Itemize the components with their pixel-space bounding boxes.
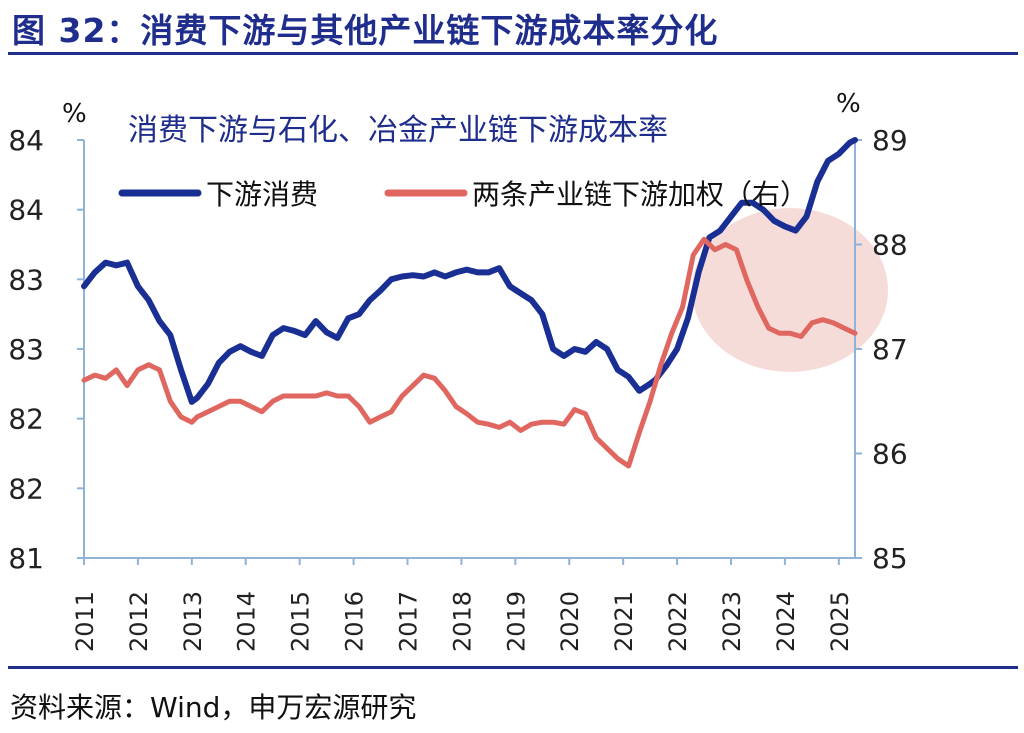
x-tick-label: 2023	[718, 591, 746, 652]
y-right-tick-label: 85	[872, 542, 908, 575]
x-tick-label: 2015	[287, 591, 315, 652]
y-left-tick-label: 84	[8, 124, 44, 157]
x-tick-label: 2016	[341, 591, 369, 652]
y-right-tick-label: 89	[872, 124, 908, 157]
y-right-tick-label: 86	[872, 438, 908, 471]
y-left-tick-label: 82	[8, 403, 44, 436]
highlight-ellipse	[692, 208, 888, 372]
legend-label-right: 两条产业链下游加权（右）	[472, 178, 808, 211]
title-rule	[8, 52, 1018, 55]
figure-title: 图 32：消费下游与其他产业链下游成本率分化	[12, 11, 719, 50]
x-tick-label: 2022	[664, 591, 692, 652]
series-layer	[81, 137, 858, 469]
x-tick-label: 2011	[71, 591, 99, 652]
left-unit-label: %	[62, 99, 87, 129]
y-right-tick-label: 87	[872, 333, 908, 366]
series-line-consumer	[81, 137, 858, 405]
y-right-tick-label: 88	[872, 229, 908, 262]
y-left-tick-label: 82	[8, 472, 44, 505]
x-tick-label: 2020	[556, 591, 584, 652]
x-tick-label: 2024	[772, 591, 800, 652]
legend-label-left: 下游消费	[206, 178, 318, 211]
y-left-tick-label: 83	[8, 333, 44, 366]
source-note: 资料来源：Wind，申万宏源研究	[10, 691, 417, 724]
y-left-tick-label: 83	[8, 263, 44, 296]
x-tick-label: 2025	[826, 591, 854, 652]
x-tick-label: 2013	[179, 591, 207, 652]
x-tick-label: 2018	[448, 591, 476, 652]
right-unit-label: %	[836, 89, 861, 119]
y-left-tick-label: 84	[8, 194, 44, 227]
x-tick-label: 2021	[610, 591, 638, 652]
footer-rule	[8, 666, 1018, 669]
x-tick-label: 2012	[125, 591, 153, 652]
chart-title: 消费下游与石化、冶金产业链下游成本率	[128, 113, 668, 148]
series-line-weighted	[81, 236, 858, 469]
y-left-tick-label: 81	[8, 542, 44, 575]
x-tick-label: 2017	[394, 591, 422, 652]
x-tick-label: 2019	[502, 591, 530, 652]
x-tick-label: 2014	[233, 591, 261, 652]
axes-layer: 81 82 82 83 83 84 84 85 86 87 88 89 2011 2012 2013 2014…	[8, 124, 907, 652]
line-chart: 81 82 82 83 83 84 84 85 86 87 88 89 2011 2012 2013 2014…	[8, 89, 907, 652]
